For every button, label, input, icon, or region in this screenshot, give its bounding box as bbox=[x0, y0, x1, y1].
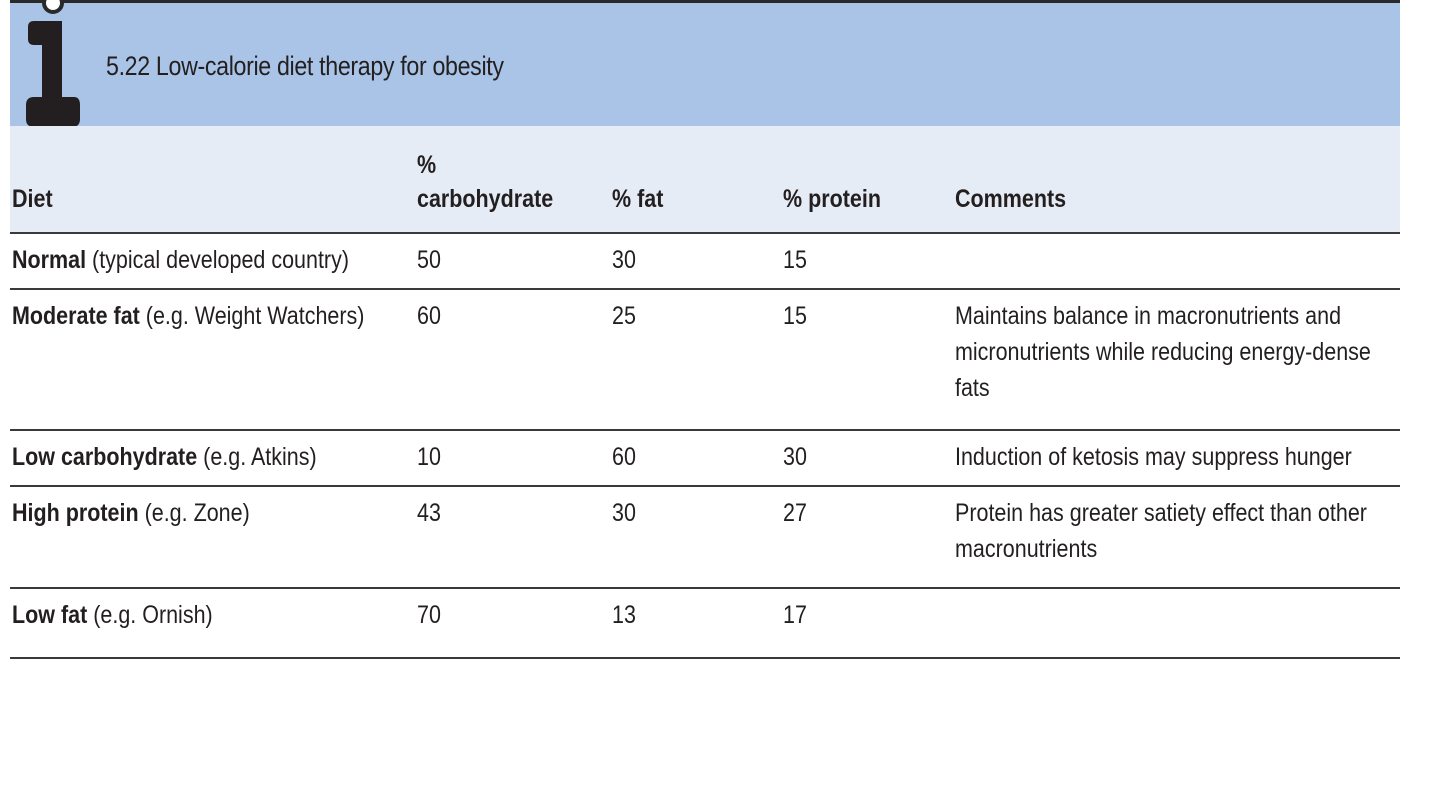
diet-name: Low fat bbox=[12, 601, 88, 629]
carbohydrate-cell: 70 bbox=[415, 587, 610, 659]
diet-detail: (e.g. Zone) bbox=[138, 499, 250, 527]
diet-detail: (typical developed country) bbox=[86, 246, 349, 274]
header-protein: % protein bbox=[783, 185, 881, 213]
header-row: Diet % carbohydrate % fat % protein Comme… bbox=[10, 126, 1400, 233]
protein-cell: 27 bbox=[781, 485, 953, 588]
protein-cell: 30 bbox=[781, 429, 953, 486]
table-row: Moderate fat (e.g. Weight Watchers) 60 2… bbox=[10, 288, 1400, 430]
diet-detail: (e.g. Ornish) bbox=[87, 601, 213, 629]
header-band bbox=[10, 126, 1400, 233]
diet-name: Moderate fat bbox=[12, 302, 140, 330]
diet-cell: Normal (typical developed country) bbox=[10, 232, 415, 289]
comments-cell: Induction of ketosis may suppress hunger bbox=[953, 429, 1400, 486]
diet-cell: High protein (e.g. Zone) bbox=[10, 485, 415, 588]
diet-detail: (e.g. Weight Watchers) bbox=[139, 302, 365, 330]
fat-cell: 60 bbox=[610, 429, 781, 486]
diet-table: Diet % carbohydrate % fat % protein Comme… bbox=[10, 126, 1400, 659]
header-diet: Diet bbox=[12, 185, 53, 213]
diet-cell: Low fat (e.g. Ornish) bbox=[10, 587, 415, 659]
header-fat: % fat bbox=[612, 185, 664, 213]
protein-cell: 15 bbox=[781, 232, 953, 289]
diet-name: High protein bbox=[12, 499, 139, 527]
fat-cell: 13 bbox=[610, 587, 781, 659]
carbohydrate-cell: 10 bbox=[415, 429, 610, 486]
carbohydrate-cell: 50 bbox=[415, 232, 610, 289]
table-row: Low fat (e.g. Ornish) 70 13 17 bbox=[10, 587, 1400, 659]
table-row: Normal (typical developed country) 50 30… bbox=[10, 232, 1400, 289]
header-comments: Comments bbox=[955, 185, 1067, 213]
diet-name: Normal bbox=[12, 246, 87, 274]
comments-cell bbox=[953, 232, 1400, 289]
protein-cell: 17 bbox=[781, 587, 953, 659]
comments-cell: Maintains balance in macronutrients and … bbox=[953, 288, 1400, 430]
comments-cell: Protein has greater satiety effect than … bbox=[953, 485, 1400, 588]
diet-name: Low carbohydrate bbox=[12, 443, 198, 471]
comments-cell bbox=[953, 587, 1400, 659]
fat-cell: 30 bbox=[610, 232, 781, 289]
table-row: High protein (e.g. Zone) 43 30 27 Protei… bbox=[10, 485, 1400, 588]
carbohydrate-cell: 43 bbox=[415, 485, 610, 588]
table-title: 5.22 Low-calorie diet therapy for obesit… bbox=[106, 51, 504, 81]
info-i-icon bbox=[26, 0, 80, 127]
title-banner: 5.22 Low-calorie diet therapy for obesit… bbox=[10, 0, 1400, 127]
diet-cell: Moderate fat (e.g. Weight Watchers) bbox=[10, 288, 415, 430]
protein-cell: 15 bbox=[781, 288, 953, 430]
fat-cell: 30 bbox=[610, 485, 781, 588]
diet-detail: (e.g. Atkins) bbox=[197, 443, 317, 471]
header-carbohydrate: % carbohydrate bbox=[417, 151, 554, 213]
table-row: Low carbohydrate (e.g. Atkins) 10 60 30 … bbox=[10, 429, 1400, 486]
fat-cell: 25 bbox=[610, 288, 781, 430]
carbohydrate-cell: 60 bbox=[415, 288, 610, 430]
diet-cell: Low carbohydrate (e.g. Atkins) bbox=[10, 429, 415, 486]
